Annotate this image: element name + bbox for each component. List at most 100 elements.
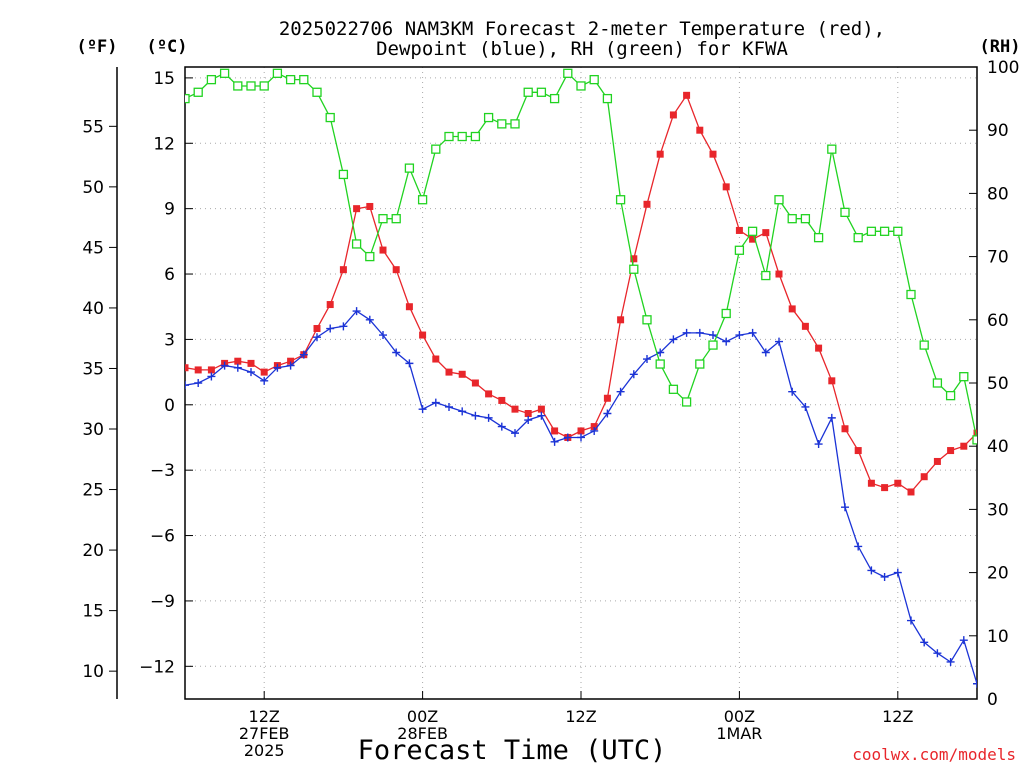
rh-point [312,87,322,97]
dewpoint-point [867,566,876,575]
fahrenheit-tick-label: 15 [82,602,104,622]
fahrenheit-tick-label: 25 [82,481,104,501]
fahrenheit-tick-label: 35 [82,359,104,379]
chart-title-line-1: 2025022706 NAM3KM Forecast 2-meter Tempe… [279,18,885,40]
rh-point [840,207,850,218]
dewpoint-point [973,679,977,688]
rh-point [510,119,520,129]
celsius-tick-label: −3 [150,461,175,481]
fahrenheit-tick-label: 10 [82,662,104,682]
rh-point [523,87,533,97]
rh-point [246,81,256,91]
time-tick-label: 12Z [249,707,280,726]
temperature-point [603,394,611,402]
dewpoint-point [233,363,242,372]
dewpoint-point [656,348,665,357]
dewpoint-point [497,422,506,431]
rh-point [787,214,797,224]
rh-line [185,72,977,441]
temperature-point [458,370,466,378]
temperature-point [419,331,427,339]
dewpoint-point [458,407,467,416]
rh-point [893,226,903,236]
rh-point [325,112,335,123]
rh-point [431,144,441,154]
rh-point [695,359,705,369]
temperature-point [907,488,915,496]
temperature-point [841,425,849,433]
rh-tick-label: 80 [987,184,1009,204]
rh-point [338,169,349,180]
rh-point [483,112,494,123]
dewpoint-point [471,411,480,420]
rh-point [879,226,890,236]
celsius-tick-label: 12 [153,134,175,154]
rh-unit-label: (RH) [980,37,1021,57]
temperature-point [696,126,704,134]
rh-point [589,74,599,85]
dewpoint-point [946,657,955,666]
dewpoint-point [880,572,889,581]
rh-point [932,378,943,388]
rh-tick-label: 0 [987,690,998,710]
fahrenheit-tick-label: 45 [82,238,104,258]
dewpoint-point [185,381,189,390]
dewpoint-point [511,429,519,438]
celsius-tick-label: −6 [150,527,175,547]
dewpoint-point [431,398,440,407]
temperature-point [709,150,717,158]
temperature-point [445,368,453,376]
dewpoint-point [550,437,559,446]
dewpoint-point [761,348,770,357]
temperature-point [617,316,625,324]
rh-point [906,289,916,300]
rh-point [272,68,283,78]
temperature-point [194,366,202,374]
dewpoint-point [326,324,335,333]
dewpoint-point [920,638,929,647]
dewpoint-point [260,376,269,385]
dewpoint-point [273,363,282,372]
temperature-point [379,246,387,254]
temperature-point [577,427,585,435]
rh-point [959,372,969,382]
rh-point [761,270,771,281]
rh-point [444,131,454,142]
temperature-point [366,202,374,210]
rh-point [681,397,692,407]
temperature-point [815,344,823,352]
rh-point [185,93,190,104]
time-tick-label: 2025 [244,741,285,760]
rh-tick-label: 90 [987,121,1009,141]
rh-point [642,315,652,325]
temperature-point [947,447,955,455]
dewpoint-point [827,413,836,422]
temperature-point [511,405,519,413]
rh-point [470,131,481,142]
celsius-tick-label: 9 [164,200,175,220]
rh-point [391,214,401,224]
rh-point [259,81,269,91]
rh-point [576,81,586,91]
rh-tick-label: 100 [987,58,1019,78]
rh-point [734,245,745,255]
rh-point [774,195,784,205]
credit-text: coolwx.com/models [852,745,1016,764]
rh-point [853,232,863,243]
temperature-point [933,457,941,465]
rh-point [233,81,243,91]
rh-tick-label: 70 [987,248,1009,268]
temperature-point [669,111,677,119]
dewpoint-series [185,307,977,688]
rh-point [655,359,665,369]
rh-point [800,214,811,224]
rh-tick-label: 30 [987,500,1009,520]
temperature-point [656,150,664,158]
temperature-point [867,479,875,487]
temperature-point [432,355,440,363]
temperature-point [207,366,215,374]
rh-point [351,239,362,249]
rh-point [457,131,467,142]
temperature-point [630,255,638,263]
